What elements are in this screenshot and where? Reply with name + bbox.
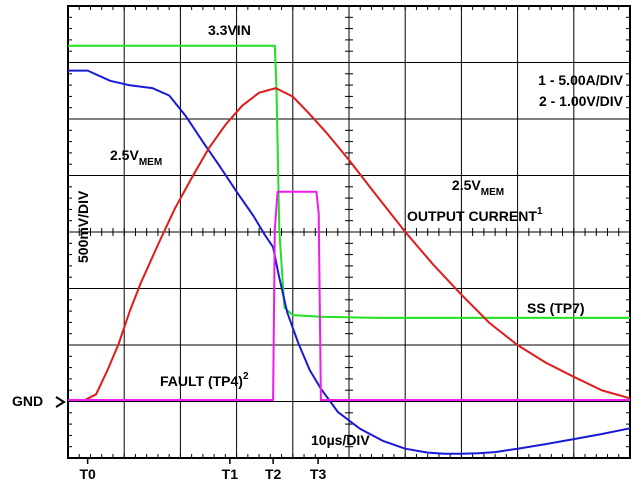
trace-label-output-current-line2: OUTPUT CURRENT1 <box>407 206 543 224</box>
gnd-arrow-icon <box>55 396 66 408</box>
scale-label-ch1: 1 - 5.00A/DIV <box>538 72 623 88</box>
marker-label-t1: T1 <box>222 466 239 482</box>
marker-label-t2: T2 <box>265 466 282 482</box>
chart-ticks: T0 T1 T2 T3 <box>67 5 631 482</box>
trace-fault-tp4 <box>68 190 630 401</box>
time-scale-label: 10µs/DIV <box>311 432 370 448</box>
trace-label-output-current-superscript: 1 <box>537 206 543 217</box>
trace-output-current <box>68 87 631 401</box>
trace-label-fault-tp4: FAULT (TP4)2 <box>160 371 249 389</box>
trace-label-2v5mem-subscript: MEM <box>139 157 162 168</box>
marker-label-t0: T0 <box>79 466 96 482</box>
trace-label-output-current-line1: 2.5VMEM <box>452 177 504 198</box>
trace-label-output-current-main: 2.5V <box>452 177 481 193</box>
trace-label-output-current-subscript: MEM <box>481 187 504 198</box>
trace-label-ss-tp7: SS (TP7) <box>527 300 585 316</box>
trace-ss-tp7 <box>68 44 630 319</box>
gnd-label: GND <box>12 393 43 409</box>
trace-label-output-current-name: OUTPUT CURRENT <box>407 208 537 224</box>
trace-label-fault-superscript: 2 <box>243 371 249 382</box>
scale-label-ch2: 2 - 1.00V/DIV <box>539 93 624 109</box>
trace-label-2v5mem: 2.5VMEM <box>110 147 162 168</box>
marker-label-t3: T3 <box>310 466 327 482</box>
trace-label-3v3vin: 3.3VIN <box>208 22 251 38</box>
trace-label-2v5mem-main: 2.5V <box>110 147 139 163</box>
chart-traces <box>68 44 631 455</box>
trace-label-fault-main: FAULT (TP4) <box>160 373 243 389</box>
vertical-scale-label: 500mV/DIV <box>75 190 91 263</box>
trace-2-5vmem <box>68 69 631 455</box>
